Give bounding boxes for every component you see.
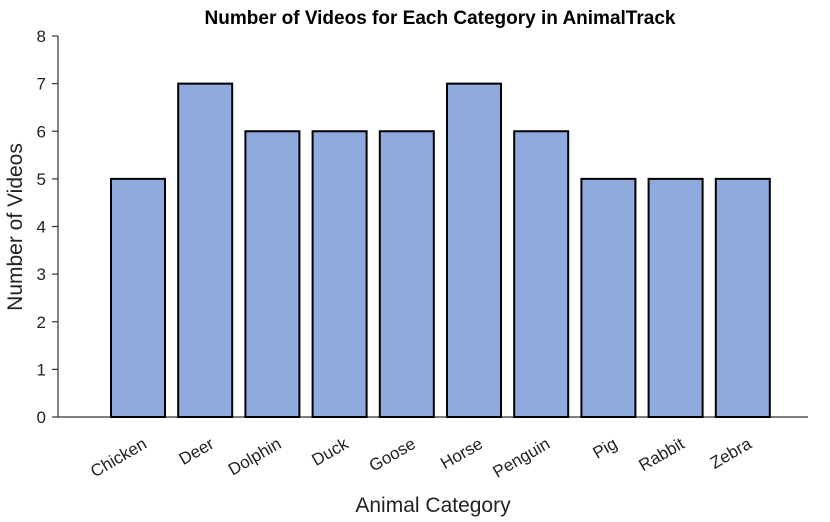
- x-tick-label: Rabbit: [636, 434, 688, 475]
- x-tick-label: Duck: [309, 434, 352, 470]
- y-tick-label: 7: [37, 75, 46, 94]
- bar: [446, 82, 502, 418]
- y-tick-label: 5: [37, 170, 46, 189]
- y-tick-label: 0: [37, 408, 46, 427]
- x-tick-label: Chicken: [87, 434, 150, 481]
- y-tick-label: 4: [37, 218, 46, 237]
- bar: [177, 82, 234, 418]
- x-tick-label: Pig: [590, 434, 621, 463]
- bar: [311, 130, 368, 418]
- chart-title: Number of Videos for Each Category in An…: [205, 8, 676, 29]
- y-axis-label: Number of Videos: [4, 143, 27, 311]
- x-tick-label: Horse: [437, 434, 486, 473]
- x-tick-label: Goose: [366, 434, 419, 476]
- bar: [244, 130, 301, 418]
- y-tick-label: 2: [37, 313, 46, 332]
- bar: [513, 130, 570, 418]
- y-tick-label: 3: [37, 265, 46, 284]
- y-tick-label: 1: [37, 360, 46, 379]
- x-tick-label: Zebra: [707, 434, 755, 473]
- x-tick-label: Deer: [176, 434, 218, 469]
- x-tick-label: Penguin: [490, 434, 554, 482]
- x-tick-label: Dolphin: [225, 434, 284, 479]
- y-tick-label: 8: [37, 27, 46, 46]
- bar: [580, 177, 637, 418]
- y-tick-label: 6: [37, 122, 46, 141]
- bar: [378, 130, 435, 418]
- bar: [110, 177, 166, 418]
- x-axis-label: Animal Category: [355, 494, 511, 517]
- bar: [714, 177, 771, 418]
- bar: [647, 177, 704, 418]
